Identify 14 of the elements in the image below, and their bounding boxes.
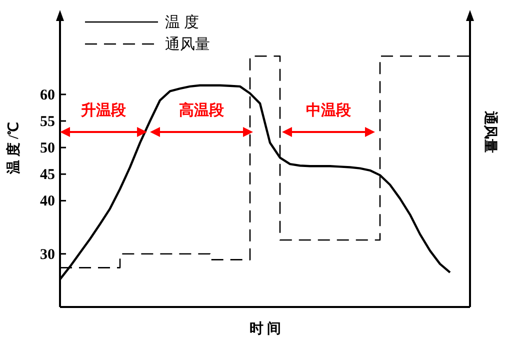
- x-axis-title: 时 间: [249, 321, 281, 337]
- y-tick-label: 30: [40, 246, 55, 263]
- y-axis-title: 温 度 /℃: [5, 122, 22, 175]
- y-tick-label: 45: [40, 167, 55, 184]
- annotation: 升温段: [80, 102, 127, 119]
- legend-label: 温 度: [165, 14, 199, 31]
- annotation: 中温段: [306, 102, 352, 119]
- y-tick-label: 40: [40, 194, 55, 210]
- y-tick-label: 60: [40, 87, 55, 104]
- y-tick-label: 50: [40, 140, 55, 157]
- legend-label: 通风量: [165, 36, 210, 53]
- y-tick-label: 55: [40, 114, 55, 130]
- y2-axis-title: 通风量: [482, 110, 499, 153]
- annotation: 高温段: [179, 101, 225, 119]
